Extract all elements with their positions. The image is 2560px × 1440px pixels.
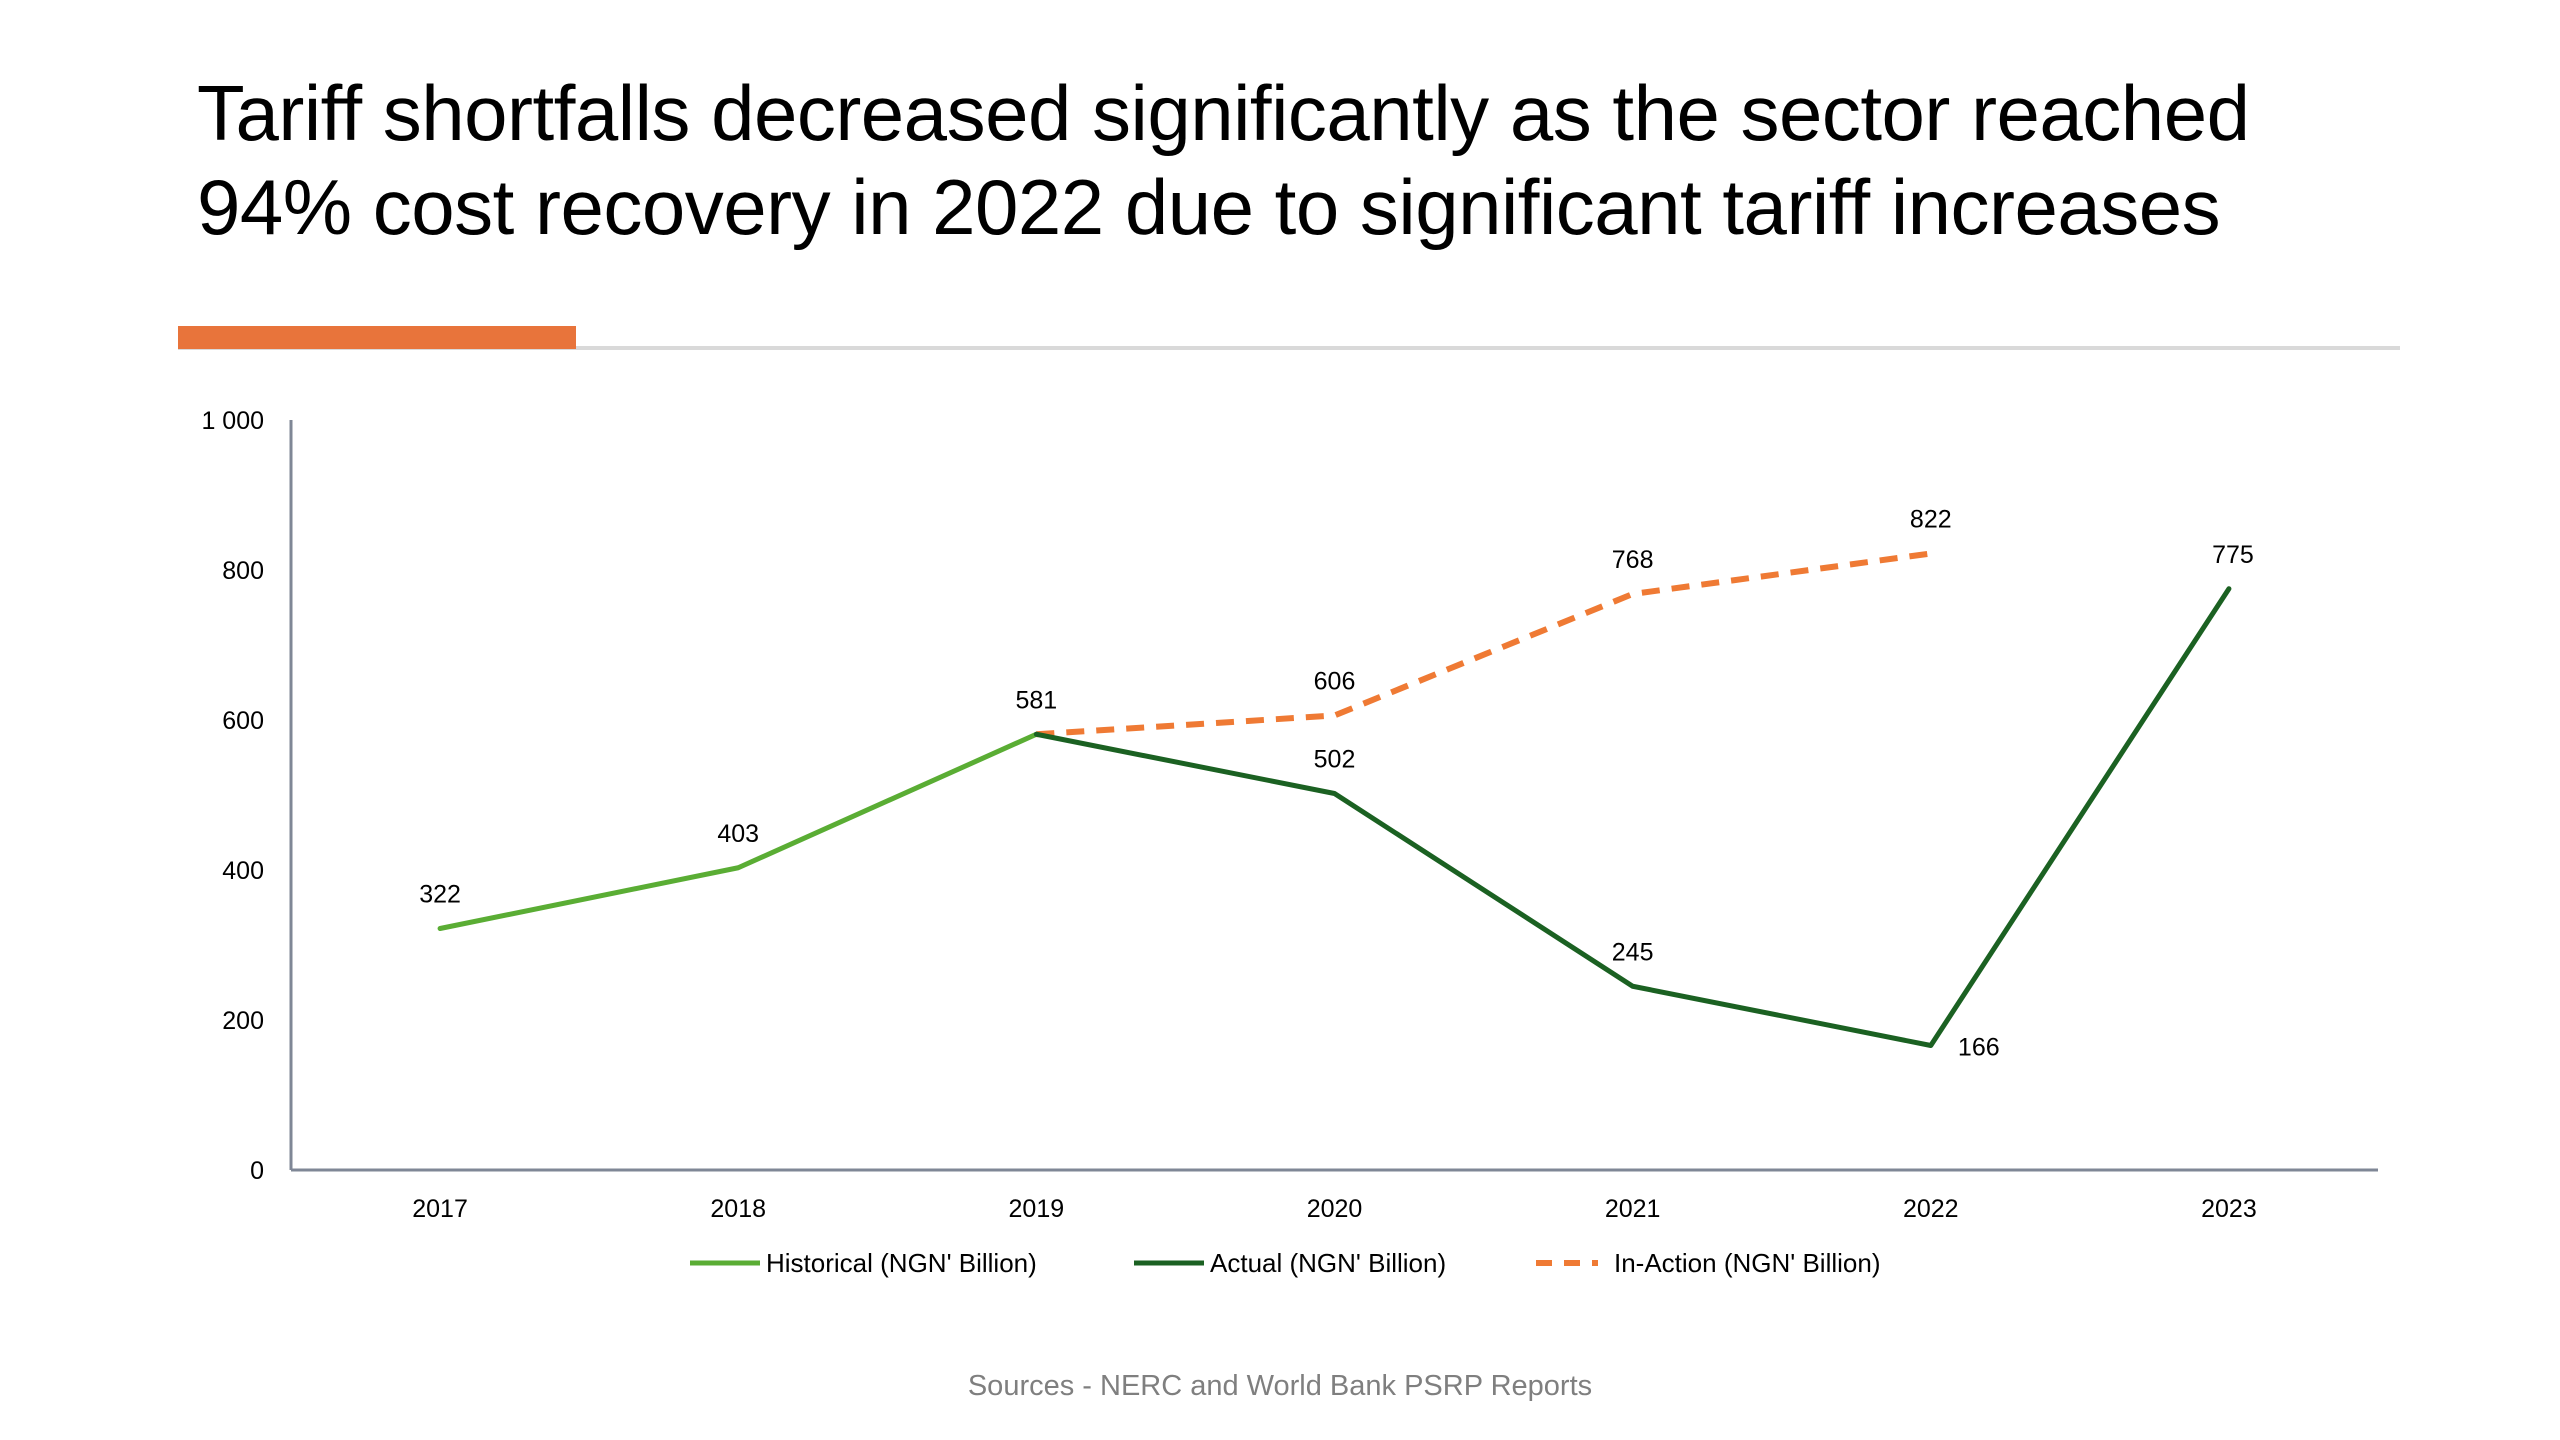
x-tick-label: 2023 xyxy=(2201,1195,2257,1223)
page-title: Tariff shortfalls decreased significantl… xyxy=(197,66,2447,254)
y-tick-label: 600 xyxy=(222,707,264,735)
legend-label-inaction: In-Action (NGN' Billion) xyxy=(1614,1248,1880,1278)
series-lines xyxy=(437,550,2232,1048)
data-label-inaction: 606 xyxy=(1314,668,1356,696)
data-label-actual: 502 xyxy=(1314,746,1356,774)
data-label-actual: 775 xyxy=(2212,541,2254,569)
data-label-historical: 322 xyxy=(419,881,461,909)
legend: Historical (NGN' Billion) Actual (NGN' Bi… xyxy=(690,1248,1880,1278)
series-line-actual xyxy=(1033,586,2232,1048)
x-tick-label: 2021 xyxy=(1605,1195,1661,1223)
x-tick-label: 2022 xyxy=(1903,1195,1959,1223)
x-axis-ticks: 2017 2018 2019 2020 2021 2022 2023 xyxy=(412,1195,2256,1223)
y-axis-ticks: 0 200 400 600 800 1 000 xyxy=(201,407,264,1185)
series-line-inaction xyxy=(1036,550,1932,738)
data-label-inaction: 768 xyxy=(1612,546,1654,574)
data-label-inaction: 822 xyxy=(1910,506,1952,534)
data-label-actual: 245 xyxy=(1612,938,1654,966)
x-tick-label: 2017 xyxy=(412,1195,468,1223)
title-line-1: Tariff shortfalls decreased significantl… xyxy=(197,69,2250,157)
series-line-historical xyxy=(437,731,1039,931)
legend-label-actual: Actual (NGN' Billion) xyxy=(1210,1248,1446,1278)
y-tick-label: 1 000 xyxy=(201,407,264,435)
title-line-2: 94% cost recovery in 2022 due to signifi… xyxy=(197,163,2221,251)
x-tick-label: 2020 xyxy=(1307,1195,1363,1223)
data-label-actual: 166 xyxy=(1958,1034,2000,1062)
axes xyxy=(289,420,2378,1172)
data-label-historical: 403 xyxy=(717,820,759,848)
source-note: Sources - NERC and World Bank PSRP Repor… xyxy=(967,1370,1593,1402)
title-divider xyxy=(178,346,2400,350)
data-label-historical: 581 xyxy=(1015,686,1057,714)
y-tick-label: 0 xyxy=(250,1157,264,1185)
x-tick-label: 2019 xyxy=(1009,1195,1065,1223)
x-tick-label: 2018 xyxy=(710,1195,766,1223)
y-tick-label: 400 xyxy=(222,857,264,885)
y-tick-label: 200 xyxy=(222,1007,264,1035)
legend-label-historical: Historical (NGN' Billion) xyxy=(766,1248,1037,1278)
y-tick-label: 800 xyxy=(222,557,264,585)
title-accent-bar xyxy=(178,326,576,349)
data-labels: 606 768 822 322 403 581 502 245 166 775 xyxy=(419,506,2254,1062)
